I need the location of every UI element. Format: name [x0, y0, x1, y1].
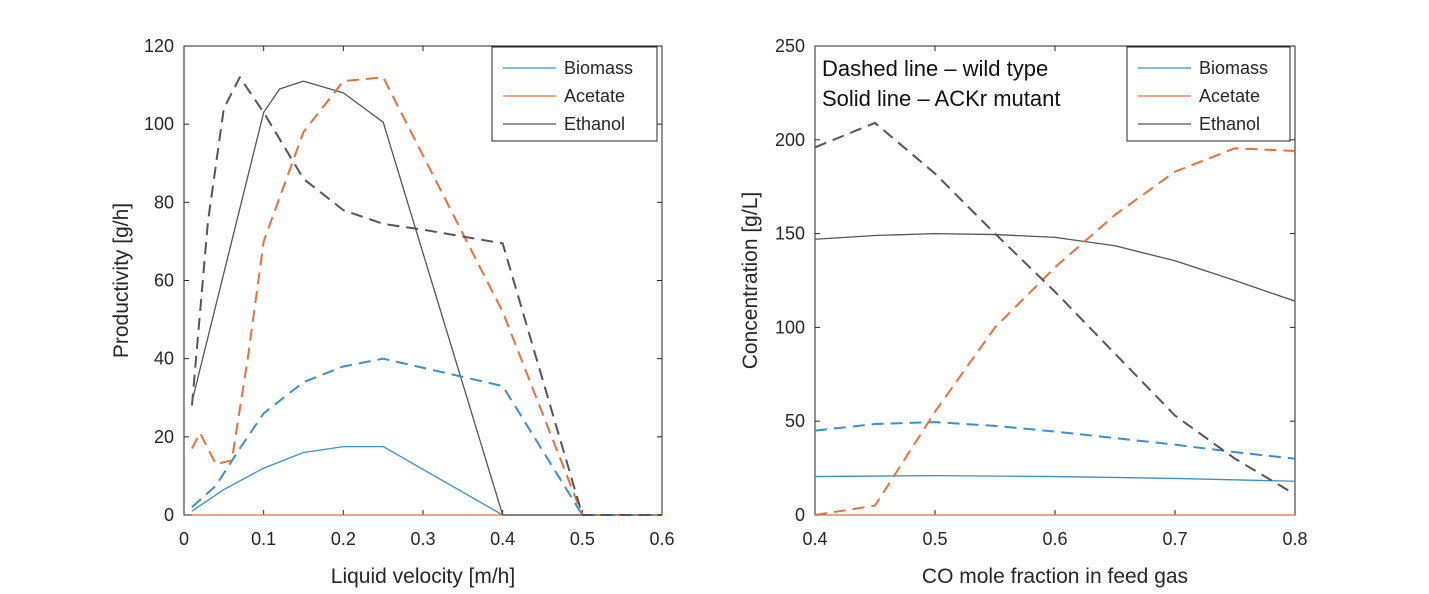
legend-entry: Acetate — [1199, 86, 1260, 106]
x-tick-label: 0.7 — [1162, 529, 1187, 549]
y-tick-label: 20 — [154, 427, 174, 447]
series-line-biomass-dashed — [191, 357, 662, 516]
legend: Biomass Acetate Ethanol — [491, 46, 658, 142]
x-tick-label: 0.1 — [251, 529, 276, 549]
x-tick-label: 0.4 — [490, 529, 515, 549]
series-line-biomass-dashed — [814, 421, 1296, 460]
x-tick-label: 0.4 — [802, 529, 827, 549]
series-line-ethanol-dashed — [814, 121, 1296, 496]
x-tick-label: 0.6 — [1042, 529, 1067, 549]
legend-entry: Ethanol — [1199, 114, 1260, 134]
chart-panel-1: 0 0.1 0.2 0.3 0.4 0.5 0.6 0 20 40 60 80 100 120 Liquid… — [110, 36, 675, 588]
x-tick-label: 0 — [179, 529, 189, 549]
x-tick-label: 0.5 — [922, 529, 947, 549]
x-axis-label: Liquid velocity [m/h] — [331, 565, 515, 588]
annotation-text: Dashed line – wild type — [822, 56, 1048, 81]
y-tick-label: 100 — [144, 114, 174, 134]
legend-box — [491, 46, 658, 142]
x-tick-label: 0.2 — [331, 529, 356, 549]
y-tick-label: 0 — [795, 505, 805, 525]
series-line-acetate-dashed — [814, 147, 1296, 516]
y-tick-label: 200 — [775, 130, 805, 150]
y-tick-label: 40 — [154, 349, 174, 369]
y-tick-label: 0 — [164, 505, 174, 525]
legend: Biomass Acetate Ethanol — [1126, 46, 1291, 142]
legend-entry: Biomass — [564, 58, 633, 78]
y-tick-label: 50 — [785, 411, 805, 431]
series-line-ethanol-solid — [814, 232, 1296, 302]
legend-entry: Ethanol — [564, 114, 625, 134]
series-line-acetate-dashed — [191, 76, 662, 516]
y-axis-label: Productivity [g/h] — [110, 203, 133, 358]
x-axis-label: CO mole fraction in feed gas — [922, 565, 1188, 588]
chart-panel-2: 0.4 0.5 0.6 0.7 0.8 0 50 100 150 200 250 CO mole fr… — [739, 36, 1308, 588]
y-tick-label: 150 — [775, 224, 805, 244]
x-tick-label: 0.8 — [1282, 529, 1307, 549]
y-tick-label: 250 — [775, 36, 805, 56]
y-tick-label: 120 — [144, 36, 174, 56]
y-axis-label: Concentration [g/L] — [739, 192, 762, 369]
x-tick-label: 0.5 — [570, 529, 595, 549]
series-line-ethanol-solid — [191, 80, 662, 516]
series-line-ethanol-dashed — [190, 76, 662, 516]
y-tick-label: 80 — [154, 192, 174, 212]
y-tick-label: 60 — [154, 271, 174, 291]
x-tick-label: 0.6 — [649, 529, 674, 549]
legend-entry: Biomass — [1199, 58, 1268, 78]
legend-box — [1126, 46, 1291, 142]
legend-entry: Acetate — [564, 86, 625, 106]
y-tick-label: 100 — [775, 317, 805, 337]
annotation-text: Solid line – ACKr mutant — [822, 86, 1060, 111]
x-tick-label: 0.3 — [410, 529, 435, 549]
